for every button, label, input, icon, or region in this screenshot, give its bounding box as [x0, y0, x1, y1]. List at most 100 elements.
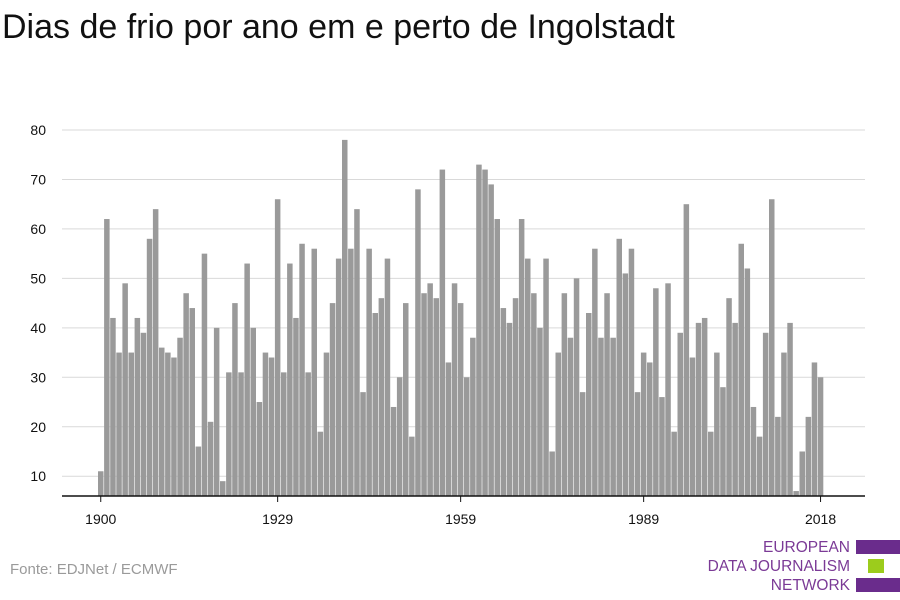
bar-1926 — [256, 402, 263, 496]
bar-1973 — [543, 258, 549, 496]
bar-1908 — [146, 238, 153, 497]
bar-2000 — [708, 431, 714, 496]
bar-1959 — [457, 303, 464, 496]
bar-1917 — [201, 253, 208, 496]
bar-2001 — [714, 352, 720, 496]
x-tick-label: 1929 — [262, 511, 293, 527]
bar-1986 — [622, 273, 629, 496]
bar-1993 — [665, 283, 671, 496]
bar-1950 — [403, 303, 409, 496]
bar-1979 — [579, 392, 586, 496]
bar-1987 — [628, 248, 635, 496]
bar-1966 — [500, 308, 507, 496]
bar-1931 — [287, 263, 293, 496]
bar-1941 — [348, 248, 354, 496]
bar-1905 — [128, 352, 134, 496]
bar-1939 — [335, 258, 342, 496]
bar-1983 — [604, 293, 610, 496]
bar-1990 — [647, 362, 653, 496]
y-tick-label: 20 — [30, 419, 46, 435]
bar-1964 — [488, 184, 494, 497]
logo-purple-bar-bottom — [856, 578, 900, 592]
bar-1980 — [586, 313, 592, 496]
bar-2016 — [805, 416, 812, 496]
bar-1921 — [226, 372, 232, 496]
bar-1981 — [592, 248, 598, 496]
bar-1971 — [531, 293, 537, 496]
chart-title: Dias de frio por ano em e perto de Ingol… — [2, 8, 675, 46]
bar-1970 — [525, 258, 531, 496]
x-tick-label: 1989 — [628, 511, 659, 527]
bar-1934 — [305, 372, 311, 496]
bar-1904 — [122, 283, 128, 496]
logo-line-1: EUROPEAN — [763, 539, 850, 556]
x-tick-label: 1900 — [85, 511, 116, 527]
bar-1974 — [549, 451, 555, 496]
bar-1903 — [116, 352, 122, 496]
bar-1976 — [561, 293, 568, 496]
bar-1916 — [195, 446, 202, 496]
bar-1918 — [207, 421, 214, 496]
bar-1994 — [671, 431, 677, 496]
bar-1923 — [238, 372, 244, 496]
y-tick-label: 40 — [30, 320, 46, 336]
y-tick-label: 60 — [30, 221, 46, 237]
bar-1914 — [183, 293, 189, 496]
logo-line-3: NETWORK — [770, 577, 850, 594]
bar-1967 — [506, 322, 513, 496]
bar-1925 — [250, 327, 256, 496]
bar-1975 — [555, 352, 561, 496]
edjnet-logo[interactable]: EUROPEAN DATA JOURNALISM NETWORK — [690, 532, 900, 596]
bar-1982 — [598, 337, 604, 496]
bar-1911 — [165, 352, 171, 496]
bar-2017 — [811, 362, 818, 496]
bar-1913 — [177, 337, 183, 496]
bar-1906 — [134, 317, 141, 496]
y-tick-label: 50 — [30, 270, 46, 286]
logo-line-2: DATA JOURNALISM — [707, 558, 850, 575]
bar-1992 — [659, 397, 665, 496]
bar-1943 — [360, 392, 366, 496]
bar-1933 — [299, 243, 305, 496]
bar-1938 — [329, 303, 336, 496]
bar-1947 — [384, 258, 391, 496]
bar-2012 — [781, 352, 787, 496]
bar-1937 — [323, 352, 330, 496]
y-tick-label: 30 — [30, 369, 46, 385]
source-note: Fonte: EDJNet / ECMWF — [10, 561, 178, 578]
bar-1957 — [445, 362, 452, 496]
bar-2005 — [738, 243, 744, 496]
bar-1919 — [213, 327, 220, 496]
bar-2006 — [744, 268, 751, 496]
bar-1998 — [695, 322, 702, 496]
bar-1972 — [537, 327, 543, 496]
bar-1954 — [427, 283, 433, 496]
bar-1961 — [470, 337, 476, 496]
bar-1928 — [268, 357, 275, 496]
bar-1977 — [567, 337, 574, 496]
bar-1915 — [189, 308, 195, 496]
bar-1953 — [421, 293, 427, 496]
x-tick-label: 1959 — [445, 511, 476, 527]
bar-1996 — [683, 204, 690, 496]
bar-1995 — [677, 332, 683, 496]
bars — [98, 139, 824, 497]
bar-1910 — [159, 347, 165, 496]
bar-1942 — [354, 209, 360, 496]
bar-2002 — [720, 387, 726, 496]
bar-1900 — [98, 471, 104, 496]
bar-1969 — [518, 219, 525, 496]
bar-1907 — [140, 332, 147, 496]
bar-1958 — [451, 283, 458, 496]
bar-1952 — [415, 189, 421, 496]
axes: 10 20 30 40 50 60 70 80 1900 1929 1959 1989 2018 — [30, 122, 865, 527]
y-tick-label: 80 — [30, 122, 46, 138]
bar-1955 — [433, 298, 439, 496]
bar-1984 — [610, 337, 616, 496]
bar-1985 — [616, 238, 622, 497]
bar-1997 — [689, 357, 696, 496]
bar-2010 — [769, 199, 775, 497]
logo-green-bar — [868, 559, 884, 573]
x-tick-label: 2018 — [805, 511, 836, 527]
